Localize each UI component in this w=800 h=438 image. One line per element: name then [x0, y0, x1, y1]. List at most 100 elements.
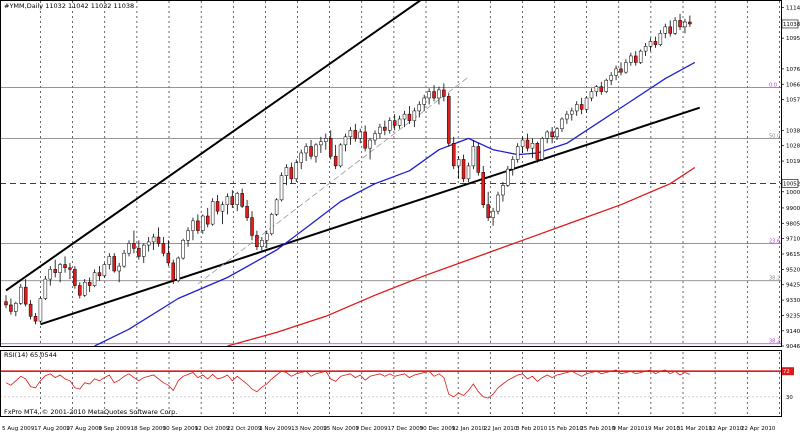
candle-body — [324, 138, 328, 142]
candle-body — [392, 120, 397, 126]
fib-level-label: 38.2 — [769, 339, 780, 345]
price-tick-label: 9805 — [786, 221, 800, 227]
x-tick-label: 30 Dec 2009 — [420, 426, 456, 432]
candle-body — [338, 144, 343, 167]
candle-body — [171, 262, 176, 281]
x-tick-label: 9 Mar 2010 — [612, 426, 644, 432]
candle-body — [132, 243, 136, 249]
x-tick-label: 15 Feb 2010 — [548, 426, 583, 432]
candle-body — [427, 91, 431, 99]
x-tick-label: 25 Nov 2009 — [323, 426, 359, 432]
fib-level-label: 0.0 — [769, 82, 777, 88]
candle-body — [594, 86, 599, 92]
candle-body — [515, 146, 520, 160]
candle-body — [678, 20, 682, 28]
candle-body — [299, 152, 303, 163]
candle-body — [309, 146, 313, 157]
x-tick-label: 25 Feb 2010 — [580, 426, 615, 432]
price-tick-label: 10380 — [786, 128, 800, 134]
candle-body — [363, 131, 367, 149]
x-tick-label: 12 Apr 2010 — [709, 426, 744, 432]
candle-body — [353, 130, 358, 139]
candle-body — [53, 269, 57, 273]
candle-body — [63, 264, 67, 269]
rsi-panel: 703072 — [0, 367, 794, 401]
candle-body — [102, 264, 107, 277]
candle-body — [486, 204, 490, 218]
candle-body — [250, 217, 254, 236]
trendline — [197, 76, 469, 285]
price-tick-label: 10000 — [786, 190, 800, 196]
rsi-level-tag-label: 72 — [783, 369, 790, 375]
candle-body — [43, 278, 48, 299]
candle-body — [33, 316, 38, 322]
candle-body — [535, 143, 540, 160]
candle-body — [604, 79, 608, 92]
candle-body — [437, 89, 441, 99]
moving-averages — [94, 61, 696, 346]
candle-body — [456, 159, 461, 167]
candle-body — [225, 196, 230, 205]
x-tick-label: 31 Mar 2010 — [677, 426, 713, 432]
candle-body — [127, 243, 131, 254]
candle-body — [442, 89, 446, 97]
rsi-label: RSI(14) 65.0544 — [4, 351, 57, 359]
candle-body — [545, 131, 549, 139]
candle-body — [466, 165, 471, 180]
x-tick-label: 3 Nov 2009 — [259, 426, 292, 432]
candle-body — [619, 68, 623, 73]
candle-body — [215, 201, 220, 212]
price-tick-label: 9710 — [786, 237, 800, 243]
price-tick-label: 9615 — [786, 252, 800, 258]
candle-body — [402, 113, 407, 120]
last-price-tag-label: 11038 — [783, 22, 800, 28]
candle-body — [599, 86, 604, 92]
price-tick-label: 10760 — [786, 67, 800, 73]
rsi-panel-frame — [0, 350, 782, 417]
candle-body — [584, 97, 589, 110]
x-tick-label: 12 Oct 2009 — [195, 426, 230, 432]
candle-body — [156, 236, 161, 244]
candle-body — [4, 301, 8, 306]
price-tick-label: 10570 — [786, 98, 800, 104]
trendline — [5, 1, 422, 292]
candle-body — [265, 233, 269, 241]
candle-body — [653, 41, 658, 45]
candle-body — [451, 143, 456, 167]
candle-body — [579, 104, 584, 110]
candle-body — [166, 252, 171, 264]
candle-body — [176, 257, 180, 281]
price-tick-label: 10950 — [786, 36, 800, 42]
candle-body — [151, 236, 156, 243]
candle-body — [73, 269, 77, 286]
x-tick-label: 19 Mar 2010 — [645, 426, 681, 432]
candle-body — [28, 303, 33, 317]
candle-body — [314, 144, 318, 157]
candle-body — [461, 159, 466, 180]
candle-body — [181, 240, 185, 259]
candle-body — [82, 282, 87, 296]
fib-level-label: 50.0 — [769, 133, 780, 139]
candle-body — [112, 256, 116, 272]
candle-body — [555, 128, 559, 138]
candle-body — [333, 155, 338, 167]
x-tick-label: 8 Sep 2009 — [98, 426, 130, 432]
candle-body — [196, 220, 200, 231]
candle-body — [230, 196, 235, 205]
x-tick-label: 18 Sep 2009 — [131, 426, 167, 432]
candle-body — [432, 91, 436, 99]
candle-body — [161, 243, 166, 254]
candle-body — [186, 230, 190, 241]
rsi-line — [5, 369, 691, 399]
candle-body — [638, 50, 643, 63]
candle-body — [530, 143, 535, 149]
moving-average-line — [227, 166, 696, 346]
candle-body — [19, 286, 23, 304]
x-tick-label: 22 Apr 2010 — [741, 426, 776, 432]
candle-body — [525, 139, 530, 149]
candle-body — [328, 138, 333, 157]
candle-body — [205, 215, 210, 225]
